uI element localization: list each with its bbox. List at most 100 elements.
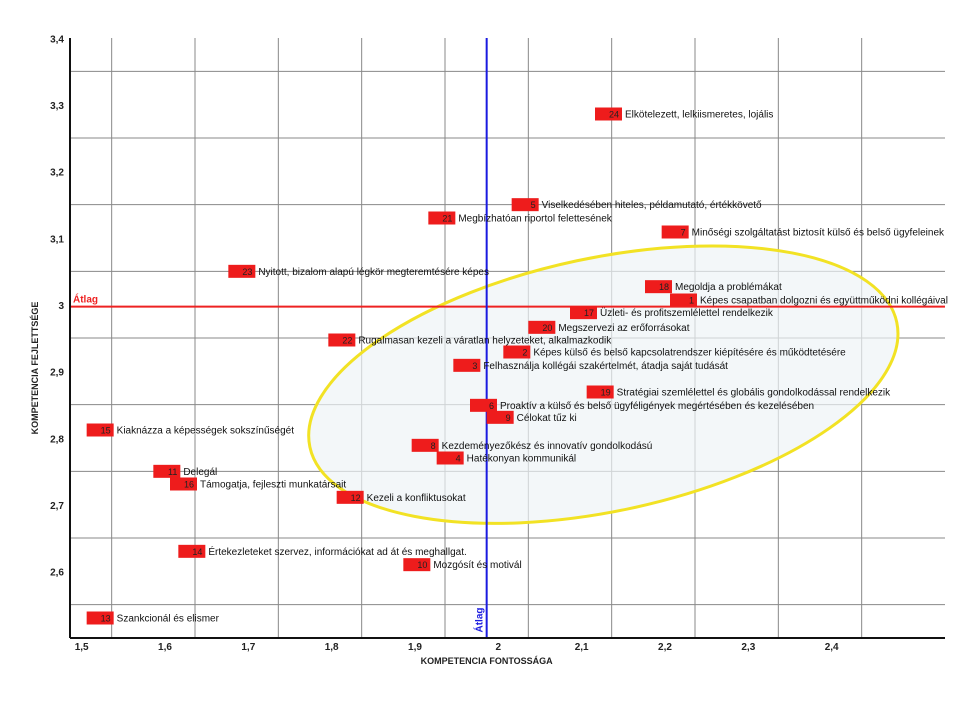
data-point-19: 19 Stratégiai szemlélettel és globális go… — [586, 385, 891, 399]
data-point-17: 17 Üzleti- és profitszemlélettel rendelke… — [570, 306, 774, 320]
data-point-2: 2 Képes külső és belső kapcsolatrendszer … — [503, 345, 846, 359]
point-number: 15 — [101, 426, 111, 436]
point-marker — [511, 198, 539, 212]
point-label: Megszervezi az erőforrásokat — [558, 323, 689, 334]
data-point-22: 22 Rugalmasan kezeli a váratlan helyzetek… — [328, 333, 612, 347]
point-label: Képes külső és belső kapcsolatrendszer k… — [533, 348, 846, 359]
data-point-5: 5 Viselkedésében hiteles, példamutató, ér… — [511, 198, 762, 212]
point-label: Rugalmasan kezeli a váratlan helyzeteket… — [358, 336, 612, 347]
average-y-label: Átlag — [73, 293, 98, 306]
y-tick-label: 3,4 — [50, 34, 64, 45]
data-point-23: 23 Nyitott, bizalom alapú légkör megterem… — [228, 264, 489, 278]
point-marker — [86, 611, 114, 625]
point-marker — [503, 345, 531, 359]
point-number: 20 — [542, 323, 552, 333]
point-label: Minőségi szolgáltatást biztosít külső és… — [692, 228, 945, 239]
data-point-12: 12 Kezeli a konfliktusokat — [336, 490, 466, 504]
point-marker — [486, 410, 514, 424]
data-point-8: 8 Kezdeményezőkész és innovatív gondolkod… — [411, 438, 652, 452]
point-label: Felhasználja kollégái szakértelmét, átad… — [483, 361, 728, 372]
highlight-ellipse-layer — [307, 244, 900, 525]
point-label: Célokat tűz ki — [517, 413, 577, 424]
point-number: 9 — [506, 413, 511, 423]
point-marker — [336, 490, 364, 504]
point-label: Delegál — [183, 467, 217, 478]
point-label: Viselkedésében hiteles, példamutató, ért… — [542, 200, 762, 211]
point-marker — [670, 293, 697, 307]
point-number: 11 — [168, 467, 177, 477]
point-label: Elkötelezett, lelkiismeretes, lojális — [625, 110, 773, 121]
average-lines: Átlag Átlag — [70, 38, 945, 638]
data-point-6: 6 Proaktív a külső és belső ügyféligények… — [470, 398, 814, 412]
data-point-20: 20 Megszervezi az erőforrásokat — [528, 320, 690, 334]
data-point-14: 14 Értekezleteket szervez, információkat … — [178, 544, 467, 558]
point-marker — [586, 385, 614, 399]
point-number: 6 — [489, 401, 494, 411]
data-point-13: 13 Szankcionál és elismer — [86, 611, 220, 625]
point-marker — [411, 438, 439, 452]
point-marker — [570, 306, 597, 320]
x-tick-label: 2,3 — [741, 642, 755, 653]
point-marker — [403, 558, 431, 572]
data-point-4: 4 Hatékonyan kommunikál — [436, 451, 576, 465]
point-label: Proaktív a külső és belső ügyféligények … — [500, 401, 814, 412]
point-marker — [228, 264, 256, 278]
point-label: Nyitott, bizalom alapú légkör megteremté… — [258, 267, 489, 278]
y-tick-label: 3 — [58, 301, 64, 312]
point-number: 10 — [417, 560, 427, 570]
point-number: 22 — [342, 336, 352, 346]
data-point-16: 16 Támogatja, fejleszti munkatársait — [170, 477, 346, 491]
data-point-9: 9 Célokat tűz ki — [486, 410, 577, 424]
data-point-15: 15 Kiaknázza a képességek sokszínűségét — [86, 423, 295, 437]
point-label: Értekezleteket szervez, információkat ad… — [208, 545, 466, 558]
x-tick-label: 2,1 — [575, 642, 589, 653]
y-tick-label: 3,1 — [50, 234, 64, 245]
data-point-11: 11 Delegál — [153, 464, 217, 478]
tick-labels: 1,5 1,6 1,7 1,8 1,9 2 2,1 2,2 2,3 2,4 2,6 2,7 2,8 2,9… — [50, 34, 839, 653]
x-tick-label: 2,4 — [825, 642, 839, 653]
point-marker — [428, 211, 456, 225]
point-marker — [528, 320, 556, 334]
point-label: Szankcionál és elismer — [117, 614, 220, 625]
data-point-10: 10 Mozgósít és motivál — [403, 558, 522, 572]
x-tick-label: 1,5 — [75, 642, 89, 653]
point-number: 24 — [609, 110, 619, 120]
point-marker — [178, 544, 206, 558]
data-point-7: 7 Minőségi szolgáltatást biztosít külső é… — [661, 225, 945, 239]
point-number: 3 — [472, 361, 477, 371]
point-label: Üzleti- és profitszemlélettel rendelkezi… — [600, 307, 774, 319]
data-points: 24 Elkötelezett, lelkiismeretes, lojális 5… — [86, 107, 948, 625]
point-label: Megoldja a problémákat — [675, 282, 782, 293]
point-number: 7 — [681, 228, 686, 238]
y-axis-title: KOMPETENCIA FEJLETTSÉGE — [30, 302, 40, 435]
point-number: 16 — [184, 480, 194, 490]
point-marker — [170, 477, 197, 491]
point-marker — [470, 398, 497, 412]
y-tick-label: 2,8 — [50, 434, 64, 445]
y-tick-label: 3,2 — [50, 168, 64, 179]
point-marker — [86, 423, 114, 437]
point-label: Mozgósít és motivál — [433, 560, 521, 571]
y-tick-label: 3,3 — [50, 101, 64, 112]
point-label: Stratégiai szemlélettel és globális gond… — [617, 388, 891, 399]
point-number: 2 — [522, 348, 527, 358]
x-tick-label: 2 — [496, 642, 502, 653]
point-marker — [645, 280, 672, 294]
point-number: 8 — [431, 441, 436, 451]
y-tick-label: 2,6 — [50, 568, 64, 579]
point-label: Kiaknázza a képességek sokszínűségét — [117, 426, 295, 437]
point-marker — [453, 358, 481, 372]
y-tick-label: 2,7 — [50, 501, 64, 512]
point-number: 1 — [689, 296, 694, 306]
point-label: Képes csapatban dolgozni és együttműködn… — [700, 296, 948, 307]
point-label: Hatékonyan kommunikál — [467, 454, 576, 465]
point-marker — [595, 107, 622, 121]
axes — [69, 38, 945, 639]
x-tick-label: 1,9 — [408, 642, 422, 653]
data-point-24: 24 Elkötelezett, lelkiismeretes, lojális — [595, 107, 773, 121]
point-number: 23 — [242, 267, 252, 277]
point-label: Támogatja, fejleszti munkatársait — [200, 480, 346, 491]
point-number: 19 — [601, 388, 611, 398]
point-marker — [661, 225, 689, 239]
point-marker — [328, 333, 356, 347]
